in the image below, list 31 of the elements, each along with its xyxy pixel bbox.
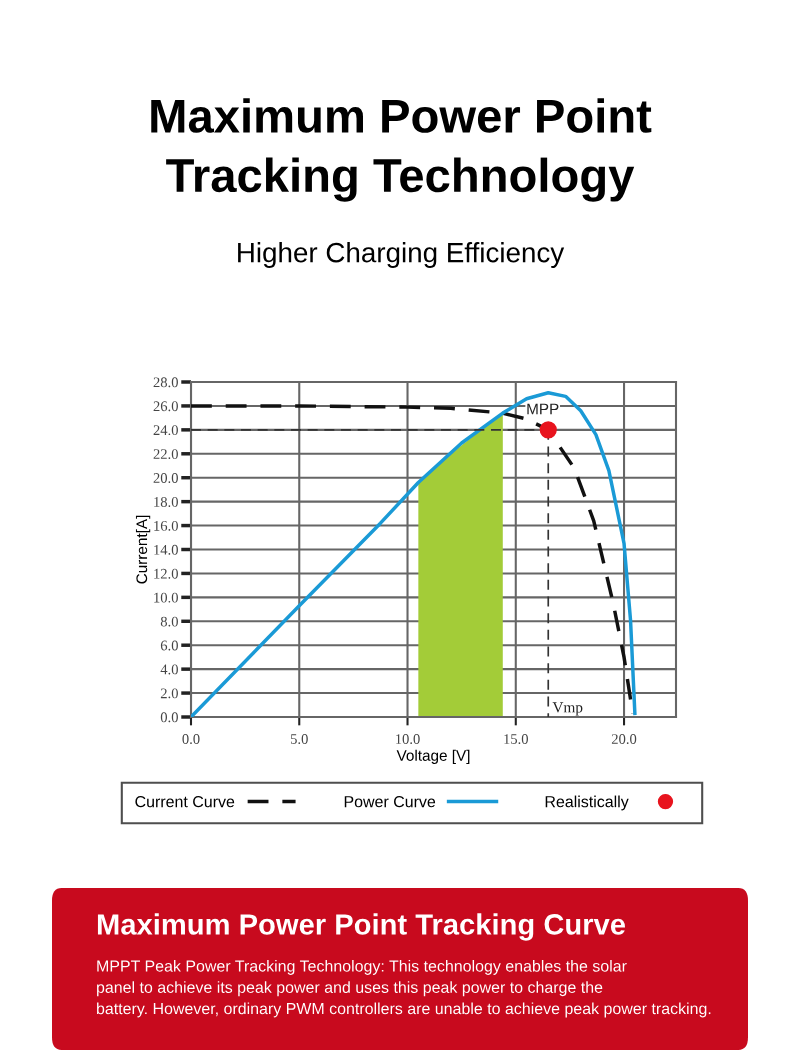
x-tick-label: 0.0 xyxy=(182,734,200,744)
legend-label: Realistically xyxy=(545,795,629,811)
y-tick-label: 2.0 xyxy=(160,688,178,699)
chart-subtitle: Higher Charging Efficiency xyxy=(238,242,565,268)
chart-title: Maximum Power Point Tracking Technology xyxy=(151,98,652,202)
y-tick-label: 4.0 xyxy=(160,664,178,675)
y-tick-label: 8.0 xyxy=(160,616,178,627)
legend-label: Power Curve xyxy=(344,795,436,808)
y-tick-label: 16.0 xyxy=(154,520,178,531)
text: MPPT Peak Power Tracking Technology: This technology enables the solar panel to achieve its peak power and uses this peak power to charge the battery. However, ordinary PWM controllers are unable to achieve peak power tracking. xyxy=(97,960,711,1018)
legend-label: Current Curve xyxy=(135,795,235,808)
y-tick-label: 0.0 xyxy=(160,712,178,723)
x-tick-label: 20.0 xyxy=(611,734,637,744)
y-tick-label: 10.0 xyxy=(154,592,178,603)
y-tick-label: 6.0 xyxy=(160,640,178,651)
y-tick-label: 20.0 xyxy=(153,473,178,483)
y-tick-label: 26.0 xyxy=(153,401,178,412)
annotation: Vmp xyxy=(552,702,583,716)
x-tick-label: 10.0 xyxy=(396,734,420,744)
y-tick-label: 12.0 xyxy=(154,568,178,579)
x-tick-label: 5.0 xyxy=(290,734,308,744)
y-tick-label: 22.0 xyxy=(153,449,178,460)
text: Maximum Power Point Tracking Curve xyxy=(97,913,626,941)
y-tick-label: 18.0 xyxy=(154,497,178,507)
x-tick-label: 15.0 xyxy=(504,734,528,744)
y-tick-label: 14.0 xyxy=(154,544,178,555)
y-tick-label: 28.0 xyxy=(153,377,178,388)
y-axis-title: Current[A] xyxy=(135,515,151,584)
y-tick-label: 24.0 xyxy=(153,425,178,436)
x-axis-title: Voltage [V] xyxy=(396,749,470,764)
annotation: MPP xyxy=(527,403,559,415)
